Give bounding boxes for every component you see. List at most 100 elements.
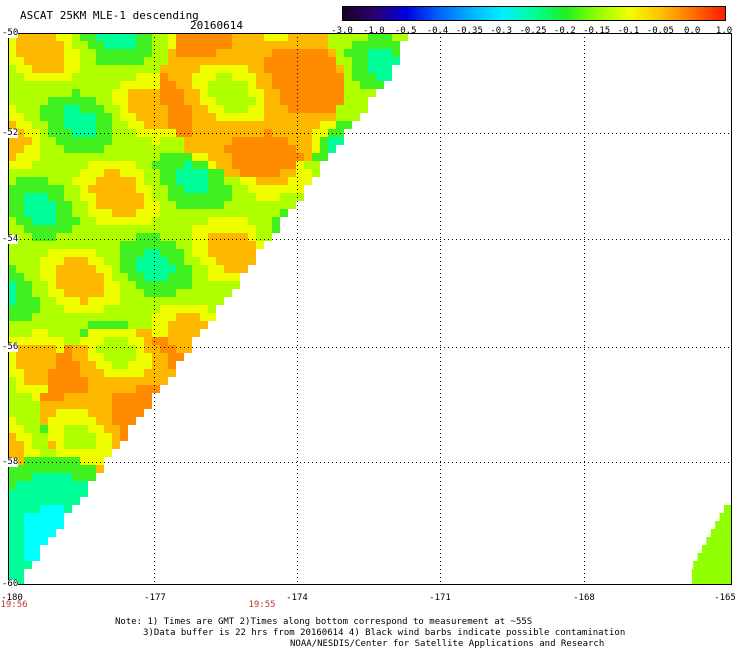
mle-cell (192, 321, 200, 329)
mle-cell (128, 249, 136, 257)
mle-cell (176, 89, 184, 97)
mle-cell (112, 105, 120, 113)
mle-cell (200, 289, 208, 297)
mle-cell (88, 273, 96, 281)
mle-cell (40, 393, 48, 401)
mle-cell (216, 249, 224, 257)
mle-cell (248, 217, 256, 225)
mle-cell (88, 473, 96, 481)
mle-cell (56, 273, 64, 281)
mle-cell (280, 57, 288, 65)
mle-cell (240, 241, 248, 249)
mle-cell (240, 185, 248, 193)
mle-cell (72, 377, 80, 385)
mle-cell (280, 121, 288, 129)
mle-cell (72, 161, 80, 169)
mle-cell (16, 81, 24, 89)
mle-cell (176, 201, 184, 209)
mle-cell (184, 233, 192, 241)
mle-cell (240, 201, 248, 209)
mle-cell (176, 233, 184, 241)
mle-cell (112, 41, 120, 49)
mle-cell (48, 193, 56, 201)
mle-cell (160, 201, 168, 209)
mle-cell (80, 137, 88, 145)
mle-cell (16, 393, 24, 401)
mle-cell (40, 417, 48, 425)
mle-cell (693, 561, 702, 569)
mle-cell (272, 113, 280, 121)
mle-cell (120, 281, 128, 289)
lon-label: -168 (573, 593, 595, 603)
mle-cell (128, 337, 136, 345)
mle-cell (216, 265, 224, 273)
mle-cell (88, 409, 96, 417)
mle-cell (248, 169, 256, 177)
mle-cell (56, 81, 64, 89)
mle-cell (280, 185, 288, 193)
mle-cell (64, 65, 72, 73)
mle-cell (96, 185, 104, 193)
mle-cell (352, 65, 360, 73)
mle-cell (16, 401, 24, 409)
mle-cell (40, 89, 48, 97)
mle-cell (336, 49, 344, 57)
mle-cell (120, 241, 128, 249)
mle-cell (112, 241, 120, 249)
mle-cell (32, 305, 40, 313)
mle-cell (176, 313, 184, 321)
mle-cell (104, 345, 112, 353)
mle-cell (80, 409, 88, 417)
mle-cell (200, 161, 208, 169)
mle-cell (32, 361, 40, 369)
mle-cell (16, 249, 24, 257)
mle-cell (184, 249, 192, 257)
mle-cell (112, 361, 120, 369)
mle-cell (120, 97, 128, 105)
mle-cell (48, 433, 56, 441)
mle-cell (723, 521, 732, 529)
mle-cell (328, 73, 336, 81)
mle-cell (72, 345, 80, 353)
mle-cell (72, 409, 80, 417)
mle-cell (88, 145, 96, 153)
mle-cell (96, 297, 104, 305)
mle-cell (296, 177, 304, 185)
mle-cell (48, 521, 56, 529)
mle-cell (16, 265, 24, 273)
mle-cell (24, 241, 32, 249)
mle-cell (248, 177, 256, 185)
mle-cell (136, 297, 144, 305)
mle-cell (96, 217, 104, 225)
mle-cell (240, 153, 248, 161)
mle-cell (144, 353, 152, 361)
mle-cell (120, 409, 128, 417)
mle-cell (48, 121, 56, 129)
mle-cell (48, 201, 56, 209)
mle-cell (256, 153, 264, 161)
mle-cell (160, 297, 168, 305)
mle-cell (192, 185, 200, 193)
mle-cell (56, 329, 64, 337)
color-scale-bar (342, 6, 726, 21)
mle-cell (8, 481, 16, 489)
mle-cell (40, 505, 48, 513)
mle-cell (104, 425, 112, 433)
mle-cell (72, 401, 80, 409)
mle-cell (160, 137, 168, 145)
mle-cell (280, 113, 288, 121)
mle-cell (8, 65, 16, 73)
mle-cell (40, 233, 48, 241)
mle-cell (168, 177, 176, 185)
mle-cell (56, 289, 64, 297)
mle-cell (120, 377, 128, 385)
mle-cell (16, 49, 24, 57)
mle-cell (216, 105, 224, 113)
mle-cell (256, 65, 264, 73)
mle-cell (104, 41, 112, 49)
mle-cell (724, 505, 732, 513)
mle-cell (184, 289, 192, 297)
mle-cell (272, 177, 280, 185)
mle-cell (64, 225, 72, 233)
mle-cell (336, 105, 344, 113)
